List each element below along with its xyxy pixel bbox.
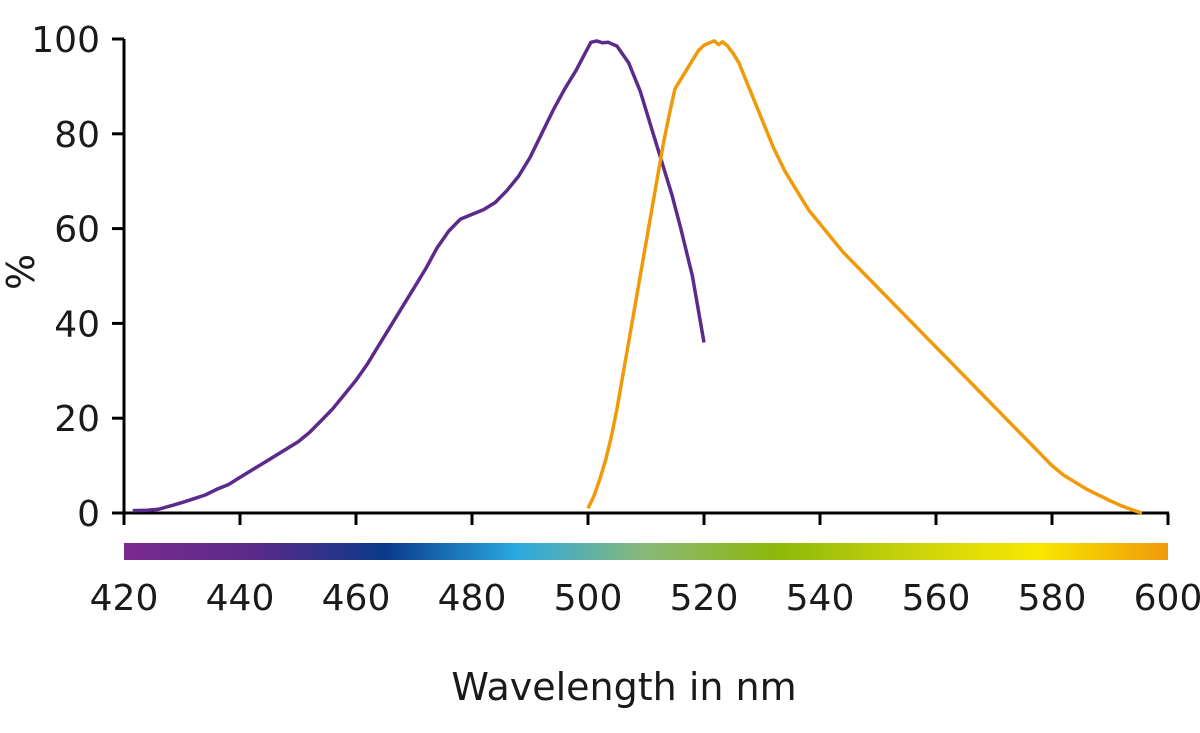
x-tick-label: 600	[1134, 578, 1200, 619]
series-line-2	[586, 39, 1143, 515]
y-tick-label: 20	[54, 399, 100, 440]
x-ticks: 420 440 460 480 500 520 540 560 580 600	[90, 513, 1200, 619]
y-tick-label: 0	[77, 494, 100, 535]
wavelength-color-bar	[124, 543, 1168, 560]
y-axis-label: %	[0, 254, 43, 290]
x-tick-label: 440	[206, 578, 275, 619]
x-tick-label: 460	[322, 578, 391, 619]
y-ticks: 0 20 40 60 80 100	[31, 20, 124, 535]
x-tick-label: 500	[554, 578, 623, 619]
x-axis-label: Wavelength in nm	[451, 665, 796, 709]
x-tick-label: 540	[786, 578, 855, 619]
series-line-1	[132, 39, 706, 513]
x-tick-label: 420	[90, 578, 159, 619]
x-tick-label: 520	[670, 578, 739, 619]
y-tick-label: 100	[31, 20, 100, 61]
x-tick-label: 560	[902, 578, 971, 619]
y-tick-label: 60	[54, 210, 100, 251]
y-tick-label: 40	[54, 304, 100, 345]
x-tick-label: 580	[1018, 578, 1087, 619]
axes	[112, 39, 1169, 525]
x-tick-label: 480	[438, 578, 507, 619]
y-tick-label: 80	[54, 115, 100, 156]
series-group	[132, 39, 1143, 515]
